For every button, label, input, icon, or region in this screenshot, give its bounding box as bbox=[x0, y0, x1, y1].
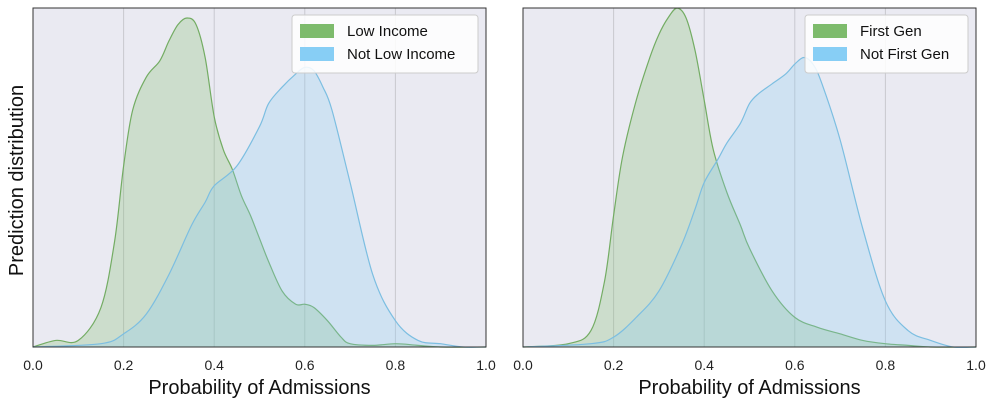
area-not-first-gen bbox=[523, 57, 976, 348]
line-not-low-income bbox=[32, 66, 487, 348]
legend-label-low-income: Low Income bbox=[347, 23, 428, 40]
x-tick-labels: 0.0 0.2 0.4 0.6 0.8 1.0 bbox=[513, 357, 986, 373]
x-tick-label: 0.2 bbox=[604, 357, 624, 373]
x-tick-label: 0.4 bbox=[694, 357, 714, 373]
x-tick-label: 0.8 bbox=[386, 357, 406, 373]
line-not-first-gen bbox=[522, 56, 977, 349]
legend-box bbox=[291, 14, 479, 74]
x-tick-label: 0.0 bbox=[23, 357, 43, 373]
x-tick-label: 0.6 bbox=[785, 357, 805, 373]
legend-swatch-not-low-income bbox=[300, 47, 334, 61]
density-areas bbox=[522, 7, 977, 349]
line-low-income bbox=[32, 17, 487, 348]
area-low-income bbox=[33, 18, 486, 348]
x-tick-label: 0.4 bbox=[204, 357, 224, 373]
panel-right: 0.0 0.2 0.4 0.6 0.8 1.0 Probability of Admiss… bbox=[513, 7, 986, 399]
y-axis-label: Prediction distribution bbox=[6, 85, 28, 276]
x-tick-label: 0.8 bbox=[876, 357, 896, 373]
panel-left: 0.0 0.2 0.4 0.6 0.8 1.0 Probability of Admiss… bbox=[6, 7, 496, 399]
legend-swatch-not-first-gen bbox=[813, 47, 847, 61]
density-areas bbox=[32, 17, 487, 348]
line-first-gen bbox=[522, 7, 977, 348]
legend: First Gen Not First Gen bbox=[804, 14, 969, 74]
legend-swatch-low-income bbox=[300, 24, 334, 38]
x-tick-labels: 0.0 0.2 0.4 0.6 0.8 1.0 bbox=[23, 357, 496, 373]
legend: Low Income Not Low Income bbox=[291, 14, 479, 74]
x-axis-label: Probability of Admissions bbox=[148, 377, 370, 399]
legend-label-not-low-income: Not Low Income bbox=[347, 46, 455, 63]
x-tick-label: 0.2 bbox=[114, 357, 134, 373]
legend-swatch-first-gen bbox=[813, 24, 847, 38]
area-first-gen bbox=[523, 8, 976, 348]
x-tick-label: 1.0 bbox=[966, 357, 986, 373]
x-tick-label: 1.0 bbox=[476, 357, 496, 373]
plot-frame bbox=[522, 7, 977, 348]
plot-frame bbox=[32, 7, 487, 348]
x-axis-label: Probability of Admissions bbox=[638, 377, 860, 399]
area-not-low-income bbox=[33, 67, 486, 348]
legend-label-first-gen: First Gen bbox=[860, 23, 922, 40]
legend-label-not-first-gen: Not First Gen bbox=[860, 46, 949, 63]
x-tick-label: 0.6 bbox=[295, 357, 315, 373]
x-tick-label: 0.0 bbox=[513, 357, 533, 373]
